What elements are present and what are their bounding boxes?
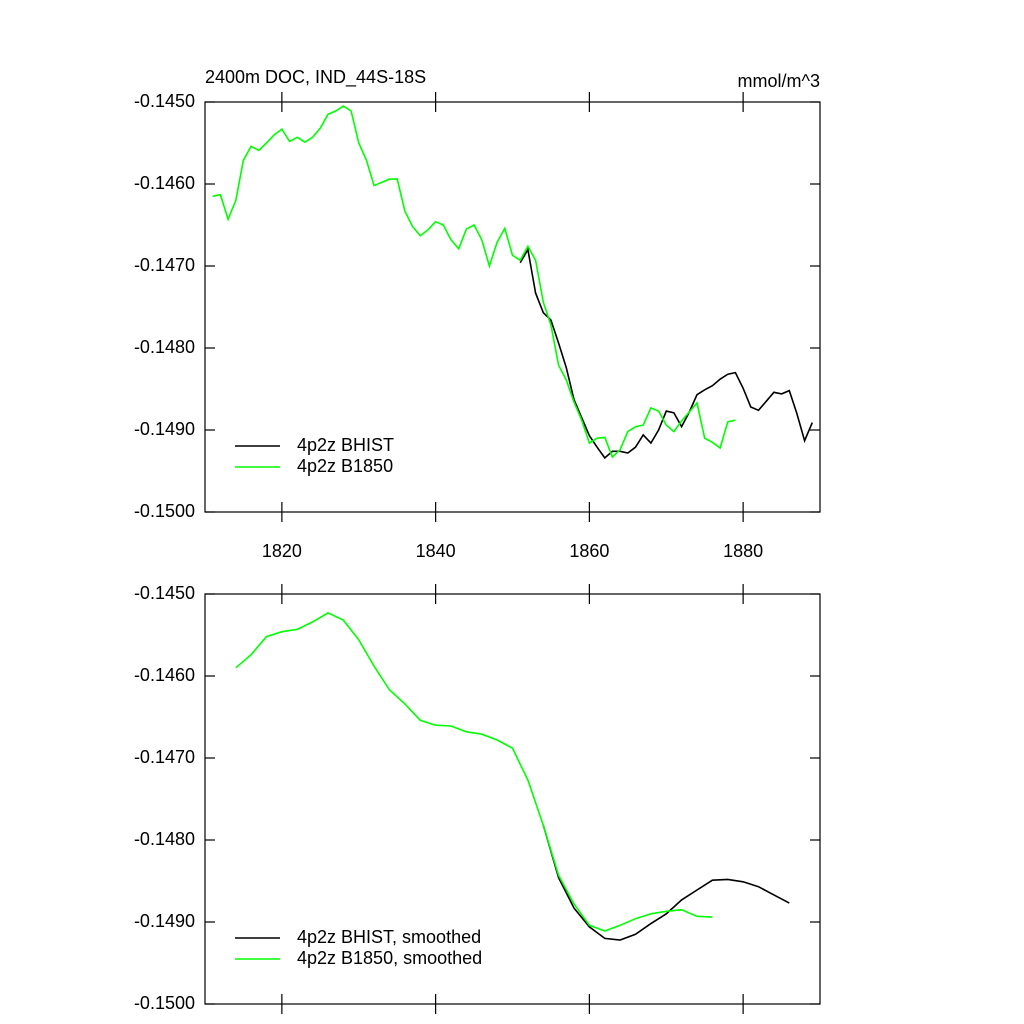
x-tick-label: 1840 xyxy=(416,541,456,561)
y-tick-label: -0.1500 xyxy=(134,501,195,521)
y-tick-label: -0.1490 xyxy=(134,911,195,931)
x-tick-label: 1820 xyxy=(262,541,302,561)
plot-frame xyxy=(204,101,821,513)
y-tick-label: -0.1480 xyxy=(134,829,195,849)
units-label: mmol/m^3 xyxy=(738,71,820,91)
x-tick-label: 1880 xyxy=(723,541,763,561)
y-tick-label: -0.1480 xyxy=(134,337,195,357)
data-line xyxy=(519,247,814,460)
y-tick-label: -0.1490 xyxy=(134,419,195,439)
y-tick-label: -0.1460 xyxy=(134,665,195,685)
y-tick-label: -0.1470 xyxy=(134,255,195,275)
legend-label: 4p2z BHIST, smoothed xyxy=(297,927,481,947)
plot-frame xyxy=(204,593,821,1005)
data-line xyxy=(542,824,790,941)
data-line xyxy=(212,105,736,459)
y-tick-label: -0.1500 xyxy=(134,993,195,1013)
y-tick-label: -0.1450 xyxy=(134,583,195,603)
legend-label: 4p2z B1850 xyxy=(297,456,393,476)
legend-label: 4p2z BHIST xyxy=(297,435,394,455)
y-tick-label: -0.1470 xyxy=(134,747,195,767)
chart-title: 2400m DOC, IND_44S-18S xyxy=(205,67,426,88)
y-tick-label: -0.1450 xyxy=(134,91,195,111)
legend-label: 4p2z B1850, smoothed xyxy=(297,948,482,968)
data-line xyxy=(235,611,713,932)
y-tick-label: -0.1460 xyxy=(134,173,195,193)
x-tick-label: 1860 xyxy=(569,541,609,561)
